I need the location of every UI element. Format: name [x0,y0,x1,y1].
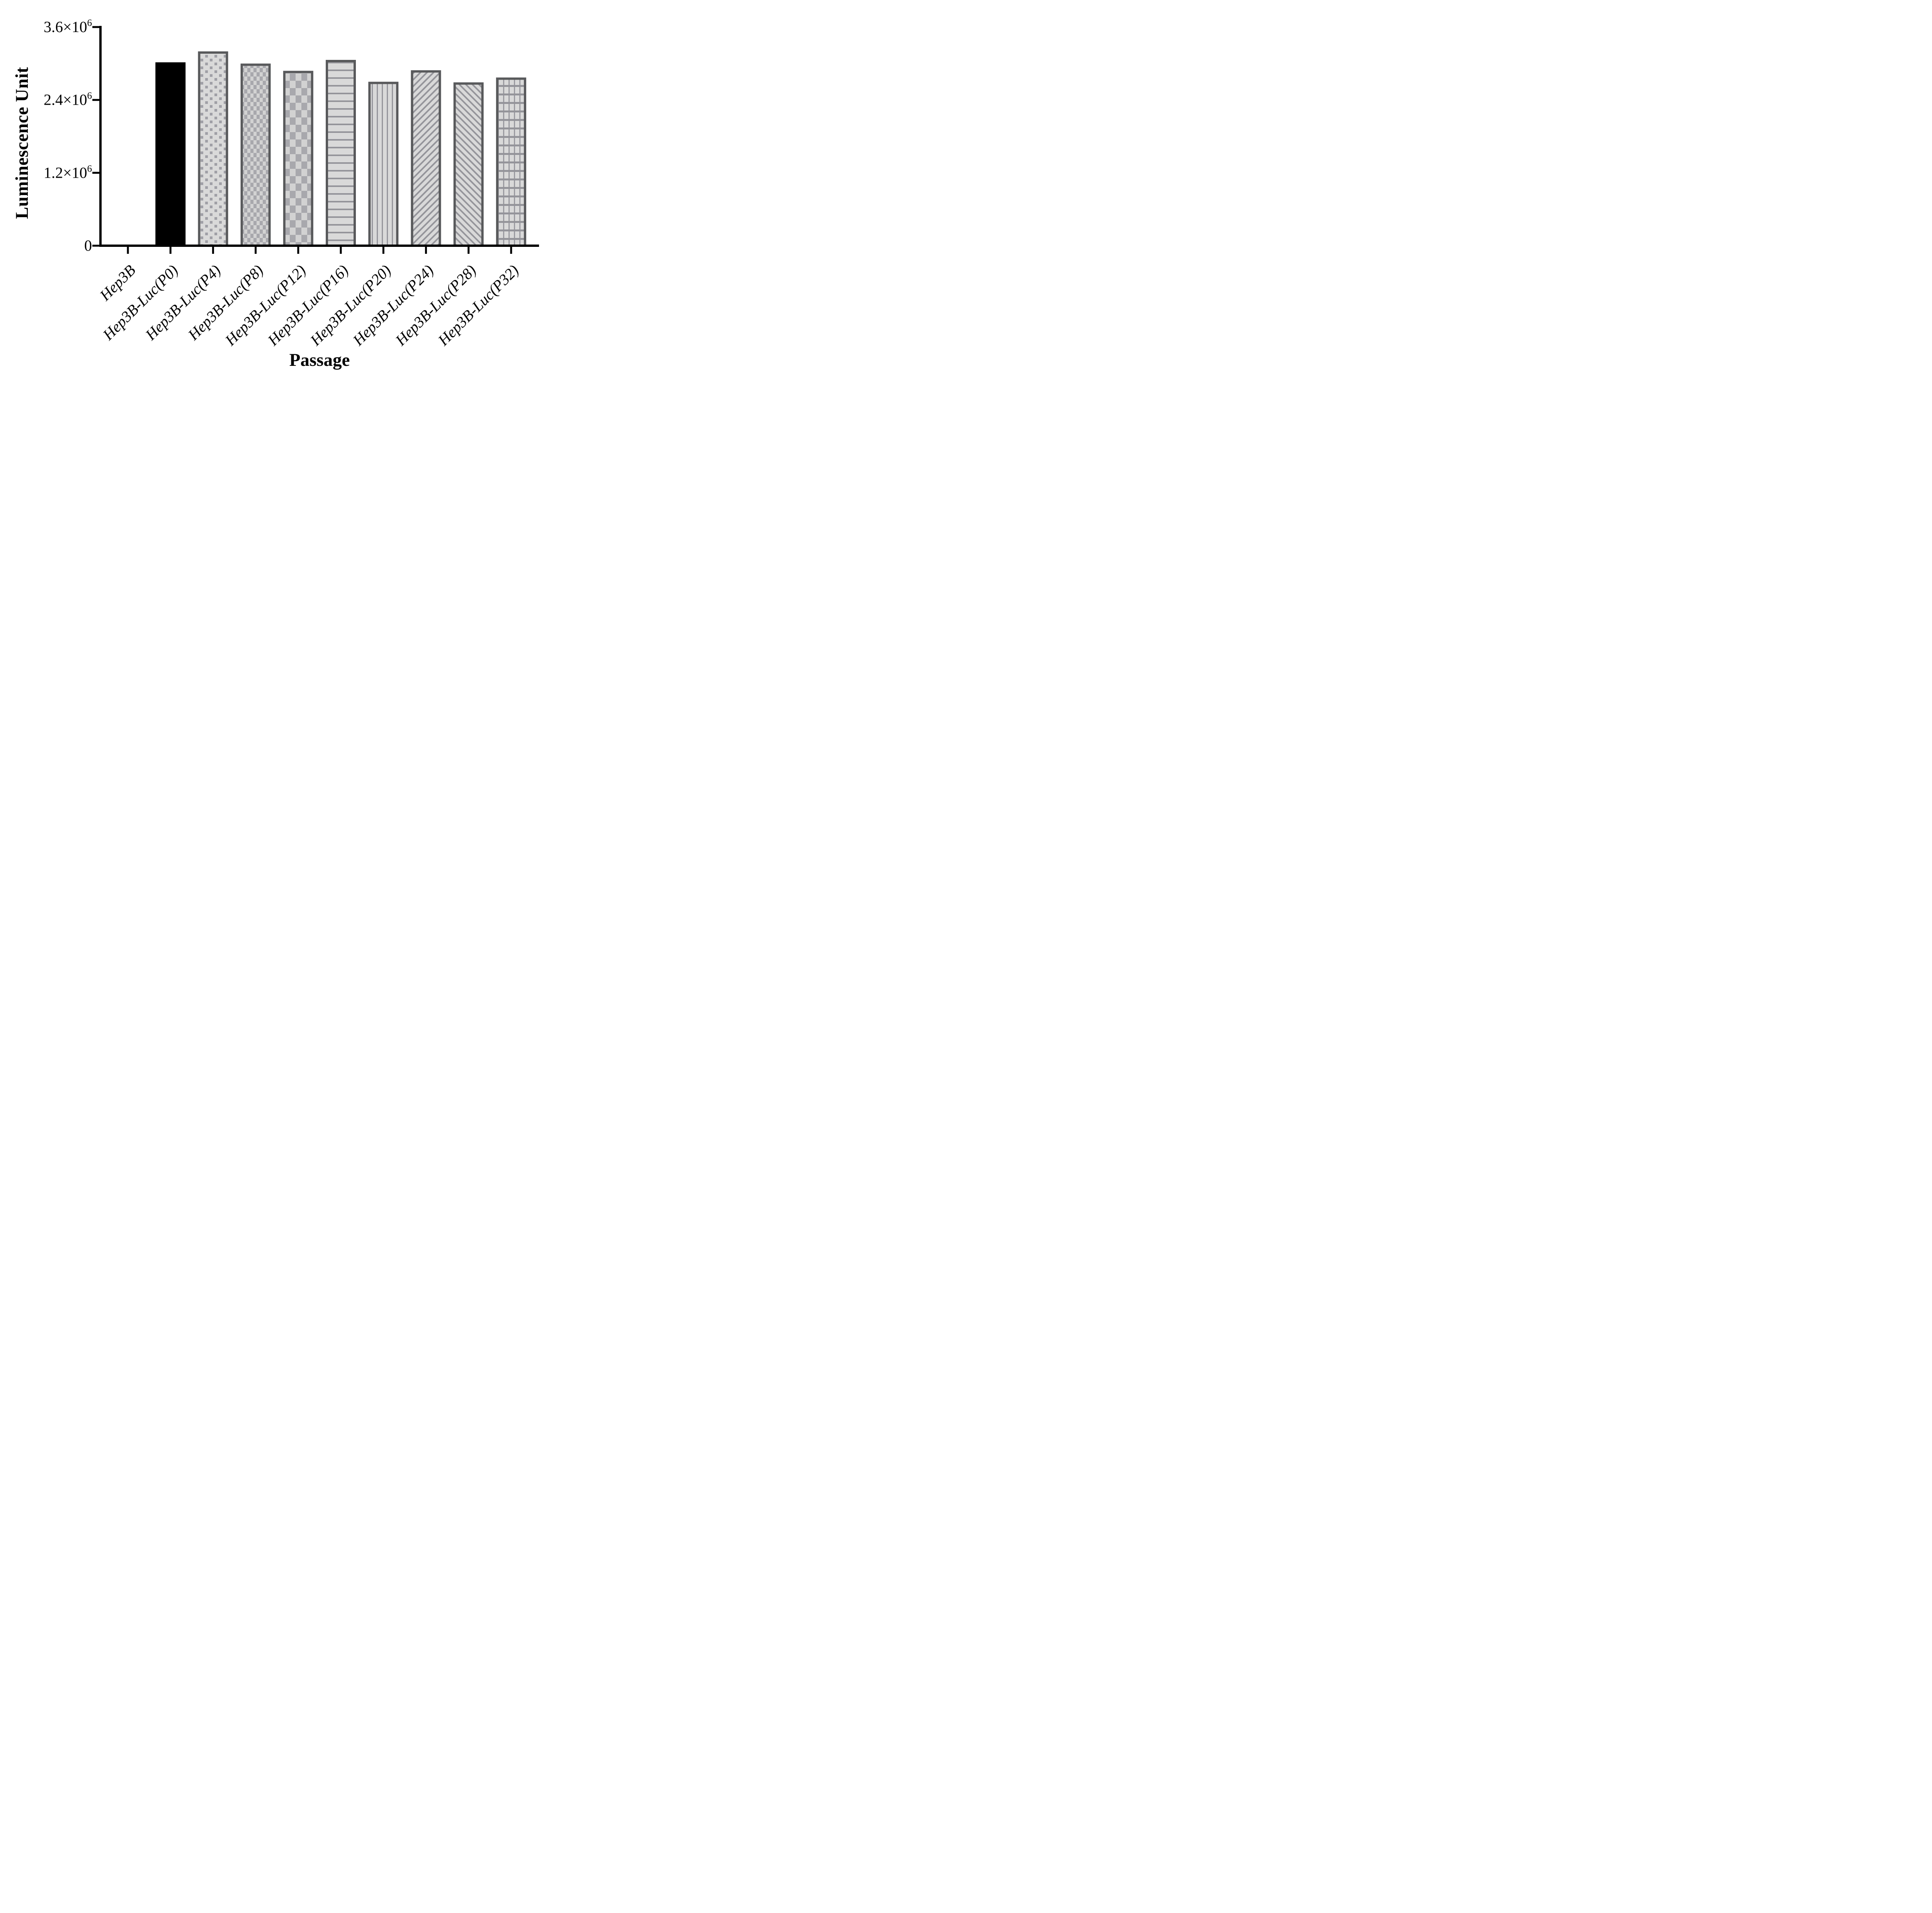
x-tick-hep3b-luc-p16 [340,247,342,254]
bar-hep3b-luc-p8 [240,63,271,247]
bar-hep3b-luc-p0 [155,62,186,247]
y-tick-label-3600000: 3.6×106 [44,18,92,36]
plot-area: Hep3BHep3B-Luc(P0)Hep3B-Luc(P4)Hep3B-Luc… [44,18,539,349]
bar-hep3b-luc-p20 [368,82,399,247]
bars-layer [155,51,526,247]
x-tick-hep3b-luc-p20 [382,247,384,254]
x-tick-hep3b-luc-p28 [468,247,470,254]
y-tick-label-1200000: 1.2×106 [44,163,92,181]
y-tick-1200000 [92,172,99,174]
x-category-label-hep3b-luc-p8: Hep3B-Luc(P8) [184,262,267,344]
bar-hep3b-luc-p4 [198,51,228,247]
x-tick-hep3b-luc-p32 [510,247,512,254]
labels-layer: Hep3BHep3B-Luc(P0)Hep3B-Luc(P4)Hep3B-Luc… [44,18,522,349]
x-tick-hep3b-luc-p4 [212,247,214,254]
y-tick-label-2400000: 2.4×106 [44,91,92,109]
bar-hep3b-luc-p24 [411,70,441,247]
x-category-label-hep3b-luc-p4: Hep3B-Luc(P4) [142,262,224,344]
x-axis-line [99,245,539,247]
bar-hep3b-luc-p32 [496,77,526,247]
axes-layer [92,26,539,254]
y-tick-0 [92,245,99,247]
bar-hep3b-luc-p12 [283,71,313,247]
bar-hep3b-luc-p16 [326,60,356,247]
x-tick-hep3b [127,247,129,254]
x-tick-hep3b-luc-p24 [425,247,427,254]
y-tick-3600000 [92,26,99,28]
y-tick-2400000 [92,99,99,101]
bar-hep3b-luc-p28 [453,82,484,247]
y-axis-title: Luminescence Unit [12,67,32,219]
x-axis-title: Passage [289,350,350,370]
y-axis-line [99,26,102,247]
x-tick-hep3b-luc-p8 [255,247,257,254]
x-category-label-hep3b-luc-p0: Hep3B-Luc(P0) [99,262,181,344]
x-tick-hep3b-luc-p12 [297,247,299,254]
y-tick-label-0: 0 [84,237,92,254]
bar-chart-figure: Luminescence Unit Passage [0,0,563,382]
x-tick-hep3b-luc-p0 [169,247,172,254]
